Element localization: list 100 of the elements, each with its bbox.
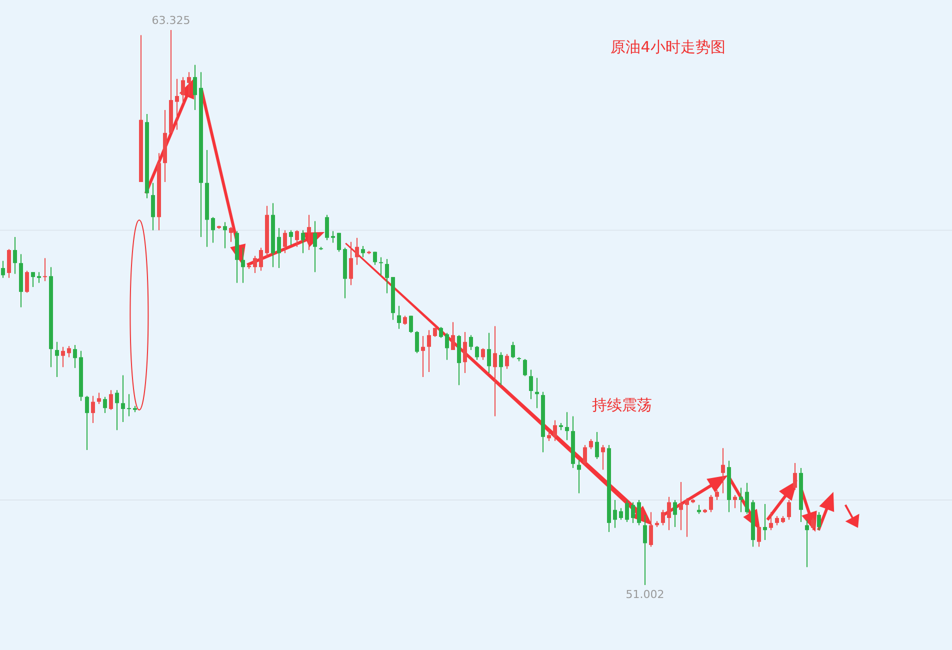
candlestick <box>259 247 263 272</box>
candlestick <box>223 222 227 249</box>
candlestick <box>379 256 383 276</box>
candlestick <box>325 214 329 241</box>
candlestick <box>331 230 335 244</box>
candlestick <box>337 232 341 252</box>
candlestick <box>787 499 791 520</box>
candlestick <box>445 332 449 360</box>
candlestick <box>505 354 509 370</box>
candlestick <box>115 390 119 431</box>
candlestick <box>619 508 623 520</box>
candlestick <box>769 512 773 531</box>
candlestick <box>355 237 359 266</box>
candlestick <box>121 374 125 423</box>
annotation: 持续震荡 <box>592 396 652 414</box>
candlestick <box>721 448 725 494</box>
candlestick <box>805 519 809 568</box>
candlestick <box>211 216 215 244</box>
candlestick <box>547 430 551 442</box>
candlestick <box>127 394 131 417</box>
candlestick <box>229 226 233 242</box>
candlestick <box>673 499 677 528</box>
candlestick <box>421 336 425 378</box>
candlestick <box>601 444 605 470</box>
candlestick <box>1 260 5 278</box>
candlestick <box>97 392 101 405</box>
candlestick <box>589 438 593 450</box>
candlestick <box>793 462 797 491</box>
candlestick <box>637 499 641 526</box>
candlestick <box>409 315 413 334</box>
candlestick <box>307 214 311 251</box>
candlestick <box>103 396 107 414</box>
candlestick <box>373 251 377 266</box>
candlestick <box>763 504 767 541</box>
candlestick <box>25 270 29 294</box>
candlestick <box>175 78 179 130</box>
candlestick <box>643 514 647 586</box>
candlestick <box>73 344 77 369</box>
candlestick <box>463 331 467 374</box>
candlestick <box>529 369 533 400</box>
candlestick <box>631 502 635 524</box>
candlestick <box>313 220 317 273</box>
candlestick <box>403 315 407 326</box>
candlestick <box>523 358 527 377</box>
candlestick <box>85 395 89 450</box>
candlestick <box>577 459 581 494</box>
candlestick <box>361 245 365 258</box>
candlestick <box>277 227 281 269</box>
candlestick <box>55 341 59 378</box>
candlestick <box>649 512 653 548</box>
candlestick <box>709 494 713 513</box>
candlestick <box>475 345 479 360</box>
candlestick <box>301 230 305 254</box>
candlestick <box>595 431 599 460</box>
candlestick <box>511 341 515 359</box>
candlestick <box>13 236 17 274</box>
candlestick <box>817 512 821 531</box>
candlestick <box>481 348 485 360</box>
candlestick <box>193 64 197 110</box>
candlestick <box>415 330 419 354</box>
candlestick <box>493 326 497 417</box>
candlestick <box>553 420 557 442</box>
annotation: 51.002 <box>626 588 664 601</box>
candlestick <box>487 332 491 374</box>
candlestick <box>775 516 779 526</box>
candlestick <box>733 494 737 509</box>
candlestick <box>181 76 185 104</box>
candlestick <box>397 305 401 330</box>
candlestick <box>427 330 431 373</box>
candlestick <box>739 487 743 513</box>
candlestick <box>67 345 71 358</box>
candlestick <box>469 334 473 350</box>
candlestick <box>685 498 689 538</box>
candlestick <box>253 255 257 274</box>
candlestick <box>439 326 443 338</box>
candlestick <box>241 247 245 284</box>
candlestick <box>109 390 113 410</box>
candlestick <box>283 230 287 254</box>
candlestick <box>295 230 299 248</box>
candlestick <box>43 258 47 282</box>
candlestick <box>565 412 569 441</box>
candlestick <box>499 352 503 386</box>
candlestick <box>349 241 353 286</box>
candlestick <box>289 230 293 246</box>
candlestick <box>31 272 35 288</box>
candlestick <box>37 272 41 284</box>
candlestick <box>661 509 665 526</box>
candlestick <box>625 499 629 523</box>
candlestick <box>715 490 719 500</box>
candlestick <box>811 517 815 531</box>
candlestick <box>451 322 455 350</box>
annotation: 63.325 <box>152 14 190 27</box>
candlestick <box>151 182 155 231</box>
candlestick <box>679 481 683 531</box>
candlestick <box>385 258 389 294</box>
candlestick <box>7 248 11 278</box>
text: 原油4小时走势图 <box>610 38 726 56</box>
candlestick <box>667 496 671 531</box>
candlestick <box>757 524 761 548</box>
candlestick <box>745 482 749 514</box>
